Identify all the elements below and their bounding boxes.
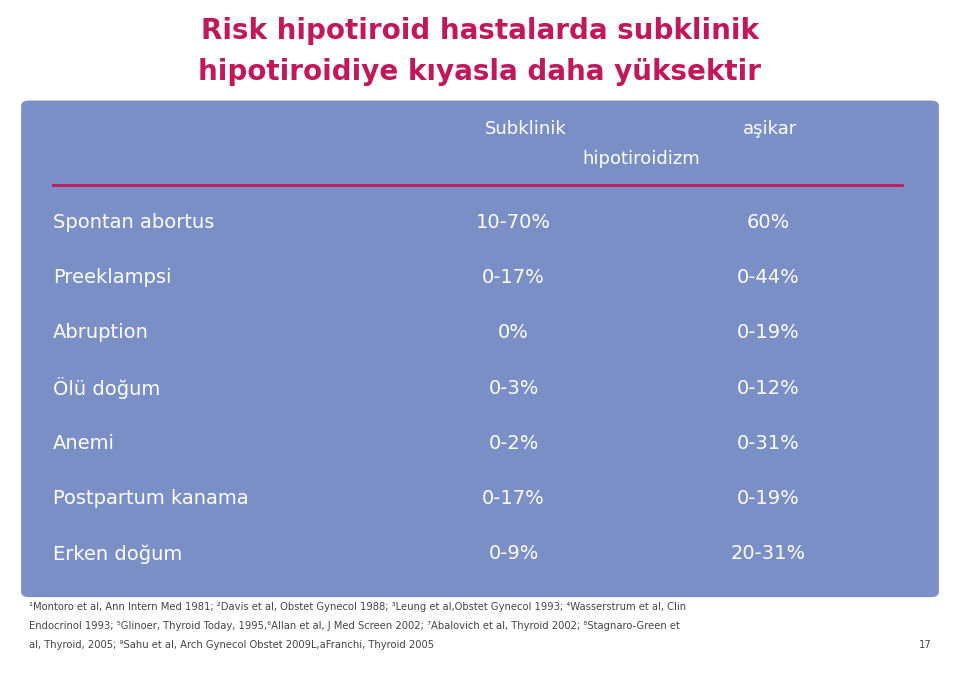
Text: 17: 17 <box>919 640 931 650</box>
Text: Spontan abortus: Spontan abortus <box>53 213 214 232</box>
Text: hipotiroidizm: hipotiroidizm <box>582 150 700 168</box>
Text: 0-17%: 0-17% <box>482 268 545 287</box>
FancyBboxPatch shape <box>21 101 939 597</box>
Text: Risk hipotiroid hastalarda subklinik: Risk hipotiroid hastalarda subklinik <box>201 17 759 45</box>
Text: hipotiroidiye kıyasla daha yüksektir: hipotiroidiye kıyasla daha yüksektir <box>199 58 761 86</box>
Text: al, Thyroid, 2005; ⁹Sahu et al, Arch Gynecol Obstet 2009L,aFranchi, Thyroid 2005: al, Thyroid, 2005; ⁹Sahu et al, Arch Gyn… <box>29 640 434 650</box>
Text: 0-12%: 0-12% <box>736 379 800 397</box>
Text: Ölü doğum: Ölü doğum <box>53 377 160 399</box>
Text: Postpartum kanama: Postpartum kanama <box>53 489 249 508</box>
Text: 0-44%: 0-44% <box>736 268 800 287</box>
Text: 60%: 60% <box>746 213 790 232</box>
Text: Abruption: Abruption <box>53 324 149 343</box>
Text: Preeklampsi: Preeklampsi <box>53 268 171 287</box>
Text: 0-2%: 0-2% <box>489 434 539 453</box>
Text: 0-19%: 0-19% <box>736 324 800 343</box>
Text: Erken doğum: Erken doğum <box>53 544 182 564</box>
Text: 0-3%: 0-3% <box>489 379 539 397</box>
Text: Endocrinol 1993; ⁵Glinoer, Thyroid Today, 1995,⁶Allan et al, J Med Screen 2002; : Endocrinol 1993; ⁵Glinoer, Thyroid Today… <box>29 621 680 631</box>
Text: 0-31%: 0-31% <box>736 434 800 453</box>
Text: 0-17%: 0-17% <box>482 489 545 508</box>
Text: Subklinik: Subklinik <box>485 120 566 137</box>
Text: aşikar: aşikar <box>742 120 797 137</box>
Text: 0%: 0% <box>498 324 529 343</box>
Text: 10-70%: 10-70% <box>476 213 551 232</box>
Text: 0-9%: 0-9% <box>489 544 539 564</box>
Text: Anemi: Anemi <box>53 434 115 453</box>
Text: ¹Montoro et al, Ann Intern Med 1981; ²Davis et al, Obstet Gynecol 1988; ³Leung e: ¹Montoro et al, Ann Intern Med 1981; ²Da… <box>29 602 686 612</box>
Text: 20-31%: 20-31% <box>731 544 805 564</box>
Text: 0-19%: 0-19% <box>736 489 800 508</box>
